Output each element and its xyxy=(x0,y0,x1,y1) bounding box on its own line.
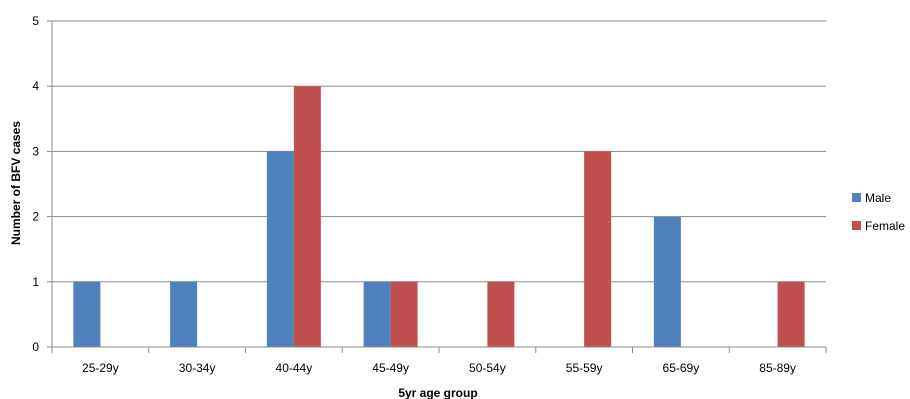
y-tick-label: 4 xyxy=(32,79,39,93)
bar-female-45-49y xyxy=(390,281,418,347)
y-tick-label: 2 xyxy=(32,210,39,224)
bars xyxy=(73,86,805,347)
x-tick-labels: 25-29y 30-34y 40-44y 45-49y 50-54y 55-59y 65-6… xyxy=(82,361,796,375)
x-tick-label: 55-59y xyxy=(566,361,603,375)
x-axis-title: 5yr age group xyxy=(398,386,477,399)
y-tick-label: 5 xyxy=(32,14,39,28)
x-tick-label: 85-89y xyxy=(759,361,796,375)
bar-male-30-34y xyxy=(170,281,198,347)
bar-female-50-54y xyxy=(487,281,515,347)
x-tick-label: 45-49y xyxy=(372,361,409,375)
legend-label-female: Female xyxy=(865,219,905,233)
axes xyxy=(47,20,827,353)
bar-female-55-59y xyxy=(584,151,612,347)
legend-swatch-female xyxy=(852,221,861,230)
x-tick-label: 40-44y xyxy=(276,361,313,375)
legend: Male Female xyxy=(852,191,905,233)
y-tick-label: 3 xyxy=(32,144,39,158)
y-tick-label: 1 xyxy=(32,275,39,289)
legend-swatch-male xyxy=(852,193,861,202)
x-tick-label: 50-54y xyxy=(469,361,506,375)
bar-male-65-69y xyxy=(653,216,681,347)
x-tick-label: 30-34y xyxy=(179,361,216,375)
gridlines xyxy=(52,20,826,283)
y-axis-title: Number of BFV cases xyxy=(9,121,23,245)
y-tick-labels: 0 1 2 3 4 5 xyxy=(32,14,39,354)
legend-label-male: Male xyxy=(865,191,891,205)
bar-male-25-29y xyxy=(73,281,101,347)
bar-male-45-49y xyxy=(363,281,391,347)
x-tick-label: 25-29y xyxy=(82,361,119,375)
x-tick-label: 65-69y xyxy=(663,361,700,375)
bar-male-40-44y xyxy=(266,151,294,347)
bar-female-85-89y xyxy=(777,281,805,347)
bar-female-40-44y xyxy=(293,86,321,347)
y-tick-label: 0 xyxy=(32,340,39,354)
